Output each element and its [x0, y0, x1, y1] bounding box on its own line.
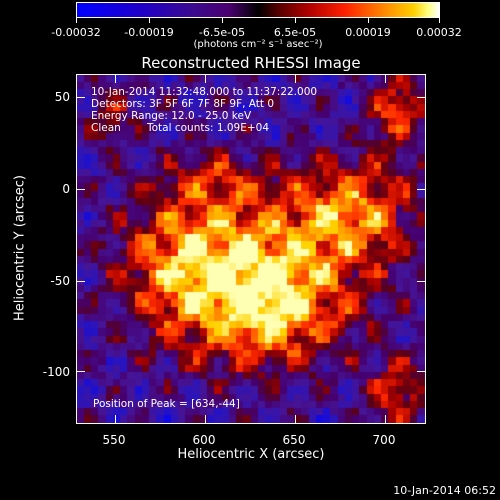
y-tick-label: -50 — [50, 274, 70, 288]
x-tick-label: 550 — [102, 433, 126, 447]
colorbar-ticks — [0, 0, 500, 40]
info-detectors: Detectors: 3F 5F 6F 7F 8F 9F, Att 0 — [91, 98, 275, 110]
info-time: 10-Jan-2014 11:32:48.000 to 11:37:22.000 — [91, 86, 318, 98]
colorbar-units-label: (photons cm⁻² s⁻¹ asec⁻²) — [193, 39, 323, 50]
colorbar — [76, 2, 440, 18]
colorbar-tick-label: -0.00032 — [51, 26, 101, 39]
info-clean: Clean — [91, 122, 121, 134]
y-tick-label: -100 — [42, 365, 70, 379]
colorbar-tick-label: -6.5e-05 — [198, 26, 246, 39]
info-counts: Total counts: 1.09E+04 — [147, 122, 270, 134]
y-axis-label: Heliocentric Y (arcsec) — [12, 175, 28, 321]
colorbar-tick-label: 6.5e-05 — [273, 26, 317, 39]
info-energy: Energy Range: 12.0 - 25.0 keV — [91, 110, 252, 122]
colorbar-tick-label: 0.00019 — [345, 26, 391, 39]
generation-timestamp: 10-Jan-2014 06:52 — [393, 484, 496, 497]
x-tick-label: 700 — [372, 433, 396, 447]
y-tick-label: 0 — [62, 182, 70, 196]
x-tick-label: 650 — [282, 433, 306, 447]
colorbar-tick-label: 0.00032 — [416, 26, 462, 39]
y-tick-label: 50 — [54, 90, 70, 104]
x-axis-label: Heliocentric X (arcsec) — [177, 447, 325, 462]
plot-title: Reconstructed RHESSI Image — [141, 54, 361, 72]
plot-area: 10-Jan-2014 11:32:48.000 to 11:37:22.000… — [76, 74, 426, 424]
peak-position-label: Position of Peak = [634,-44] — [93, 398, 240, 410]
colorbar-tick-label: -0.00019 — [124, 26, 174, 39]
x-tick-label: 600 — [192, 433, 216, 447]
rhessi-heatmap — [77, 75, 425, 423]
